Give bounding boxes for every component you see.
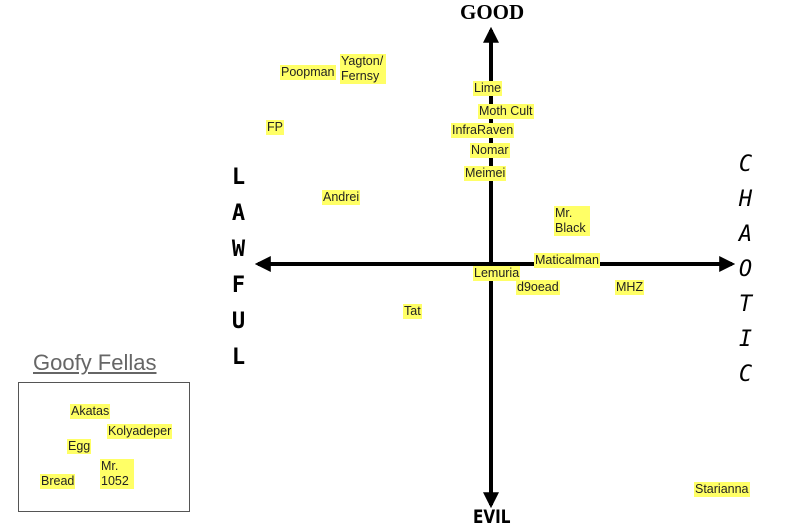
axis-label: GOOD: [460, 0, 525, 24]
name-tag: d9oead: [516, 280, 560, 295]
name-tag: Mr. 1052: [100, 459, 134, 489]
name-tag: Kolyadeper: [107, 424, 173, 439]
name-tag: Andrei: [322, 190, 361, 205]
name-tag: Poopman: [280, 65, 336, 80]
name-tag: Lime: [473, 81, 503, 96]
name-tag: Meimei: [464, 166, 507, 181]
name-tag: Tat: [403, 304, 422, 319]
name-tag: Bread: [40, 474, 76, 489]
name-tag: Starianna: [694, 482, 750, 497]
name-tag: InfraRaven: [451, 123, 515, 138]
axis-label: EVIL: [473, 506, 511, 528]
section-title: Goofy Fellas: [33, 350, 157, 375]
section-box: [18, 382, 190, 512]
name-tag: Lemuria: [473, 266, 521, 281]
name-tag: Moth Cult: [478, 104, 534, 119]
name-tag: Mr. Black: [554, 206, 590, 236]
name-tag: Maticalman: [534, 253, 600, 268]
name-tag: Akatas: [70, 404, 111, 419]
name-tag: Nomar: [470, 143, 510, 158]
axis-label: CHAOTIC: [733, 152, 758, 397]
axis-label: LAWFUL: [226, 165, 251, 381]
name-tag: Yagton/ Fernsy: [340, 54, 386, 84]
name-tag: MHZ: [615, 280, 645, 295]
name-tag: Egg: [67, 439, 92, 454]
name-tag: FP: [266, 120, 284, 135]
